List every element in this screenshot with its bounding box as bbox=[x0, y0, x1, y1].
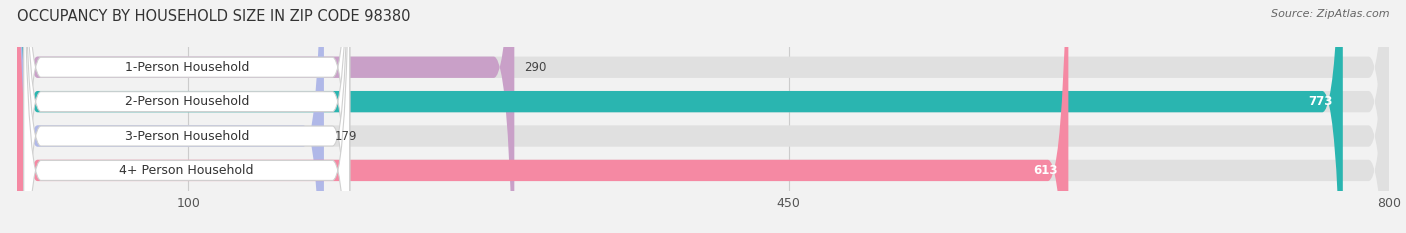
FancyBboxPatch shape bbox=[17, 0, 1389, 233]
FancyBboxPatch shape bbox=[24, 0, 350, 233]
FancyBboxPatch shape bbox=[17, 0, 1389, 233]
FancyBboxPatch shape bbox=[17, 0, 515, 233]
FancyBboxPatch shape bbox=[17, 0, 1343, 233]
FancyBboxPatch shape bbox=[24, 0, 350, 233]
Text: 290: 290 bbox=[524, 61, 547, 74]
Text: 4+ Person Household: 4+ Person Household bbox=[120, 164, 254, 177]
Text: 613: 613 bbox=[1033, 164, 1059, 177]
FancyBboxPatch shape bbox=[17, 0, 1389, 233]
FancyBboxPatch shape bbox=[24, 0, 350, 233]
Text: 3-Person Household: 3-Person Household bbox=[125, 130, 249, 143]
FancyBboxPatch shape bbox=[17, 0, 1069, 233]
FancyBboxPatch shape bbox=[24, 0, 350, 233]
FancyBboxPatch shape bbox=[17, 0, 1389, 233]
FancyBboxPatch shape bbox=[17, 0, 323, 233]
Text: 1-Person Household: 1-Person Household bbox=[125, 61, 249, 74]
Text: OCCUPANCY BY HOUSEHOLD SIZE IN ZIP CODE 98380: OCCUPANCY BY HOUSEHOLD SIZE IN ZIP CODE … bbox=[17, 9, 411, 24]
Text: 2-Person Household: 2-Person Household bbox=[125, 95, 249, 108]
Text: Source: ZipAtlas.com: Source: ZipAtlas.com bbox=[1271, 9, 1389, 19]
Text: 773: 773 bbox=[1308, 95, 1333, 108]
Text: 179: 179 bbox=[335, 130, 357, 143]
